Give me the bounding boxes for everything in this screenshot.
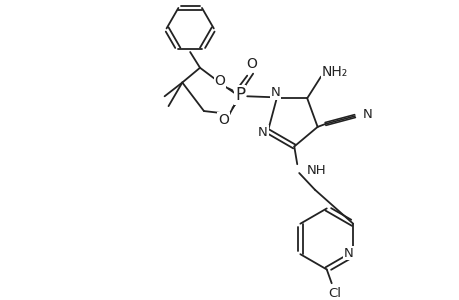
Text: P: P bbox=[235, 86, 245, 104]
Text: N: N bbox=[270, 86, 280, 99]
Text: N: N bbox=[342, 247, 353, 260]
Text: NH₂: NH₂ bbox=[321, 65, 347, 79]
Text: O: O bbox=[246, 57, 257, 71]
Text: NH: NH bbox=[307, 164, 326, 177]
Text: O: O bbox=[214, 74, 224, 88]
Text: N: N bbox=[362, 108, 372, 121]
Text: N: N bbox=[257, 126, 267, 139]
Text: O: O bbox=[218, 113, 229, 127]
Text: Cl: Cl bbox=[327, 286, 341, 300]
